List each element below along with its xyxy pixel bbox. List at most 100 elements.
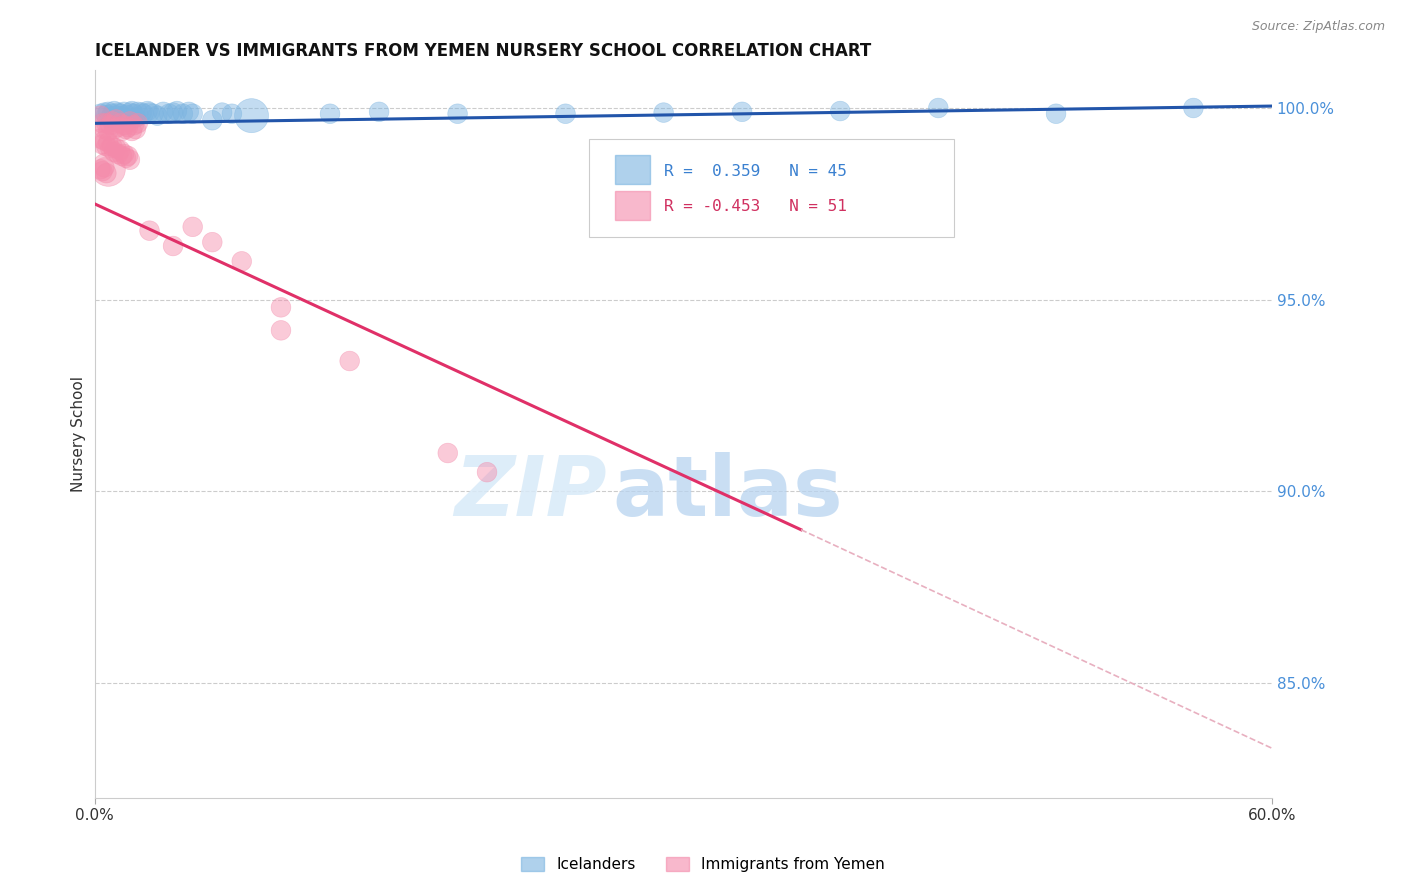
Point [105, 112, 128, 127]
Point [121, 124, 143, 138]
Point [98, 118, 121, 132]
Point [103, 122, 125, 136]
Point [112, 147, 135, 161]
Point [97, 124, 120, 138]
Point [93, 161, 115, 175]
Point [125, 122, 148, 136]
Point [181, 107, 204, 121]
Point [221, 107, 243, 121]
Point [89, 107, 111, 121]
Point [91, 164, 114, 178]
Point [319, 107, 342, 121]
Point [96, 116, 118, 130]
Y-axis label: Nursery School: Nursery School [72, 376, 86, 491]
Point [127, 116, 149, 130]
Point [98, 111, 121, 125]
Point [117, 149, 139, 163]
Point [105, 141, 128, 155]
Point [97, 136, 120, 150]
Point [554, 107, 576, 121]
Point [112, 118, 135, 132]
Point [157, 107, 180, 121]
Point [231, 254, 253, 268]
Point [152, 104, 174, 119]
FancyBboxPatch shape [614, 154, 650, 184]
Point [177, 104, 200, 119]
Point [108, 116, 131, 130]
Point [115, 122, 138, 136]
Point [111, 149, 134, 163]
FancyBboxPatch shape [614, 191, 650, 219]
Point [122, 118, 145, 132]
Point [117, 120, 139, 135]
Point [96, 108, 118, 122]
Point [97, 104, 120, 119]
Text: R =  0.359   N = 45: R = 0.359 N = 45 [665, 164, 848, 178]
Point [436, 446, 458, 460]
Point [105, 109, 128, 123]
Point [368, 104, 391, 119]
Point [146, 109, 169, 123]
Point [138, 224, 160, 238]
Point [127, 104, 149, 119]
Point [162, 105, 184, 120]
Point [91, 137, 114, 152]
Point [112, 104, 135, 119]
Point [107, 120, 129, 135]
Point [339, 354, 361, 368]
Point [240, 109, 263, 123]
Point [211, 105, 233, 120]
Text: R = -0.453   N = 51: R = -0.453 N = 51 [665, 199, 848, 214]
Point [115, 108, 138, 122]
Legend: Icelanders, Immigrants from Yemen: Icelanders, Immigrants from Yemen [513, 849, 893, 880]
Point [89, 162, 111, 177]
Point [270, 301, 292, 315]
Point [93, 122, 115, 136]
Point [162, 239, 184, 253]
Point [96, 139, 118, 153]
Text: Source: ZipAtlas.com: Source: ZipAtlas.com [1251, 20, 1385, 33]
FancyBboxPatch shape [589, 139, 955, 237]
Point [98, 141, 121, 155]
Point [93, 105, 115, 120]
Point [89, 109, 111, 123]
Point [118, 105, 141, 120]
Point [181, 219, 204, 234]
Point [107, 105, 129, 120]
Point [927, 101, 949, 115]
Point [118, 114, 141, 128]
Text: ZIP: ZIP [454, 451, 607, 533]
Point [101, 139, 124, 153]
Point [1182, 101, 1205, 115]
Point [1045, 107, 1067, 121]
Point [201, 235, 224, 249]
Point [93, 134, 115, 148]
Text: atlas: atlas [613, 451, 844, 533]
Point [131, 105, 153, 120]
Point [103, 103, 125, 118]
Point [172, 107, 194, 121]
Point [107, 147, 129, 161]
Point [111, 110, 134, 124]
Point [121, 103, 143, 118]
Text: ICELANDER VS IMMIGRANTS FROM YEMEN NURSERY SCHOOL CORRELATION CHART: ICELANDER VS IMMIGRANTS FROM YEMEN NURSE… [94, 42, 870, 60]
Point [475, 465, 498, 479]
Point [118, 153, 141, 167]
Point [652, 105, 675, 120]
Point [101, 107, 124, 121]
Point [111, 124, 134, 138]
Point [138, 105, 160, 120]
Point [166, 103, 188, 118]
Point [122, 107, 145, 121]
Point [125, 111, 148, 125]
Point [101, 114, 124, 128]
Point [142, 107, 165, 121]
Point [446, 107, 468, 121]
Point [89, 131, 111, 145]
Point [108, 107, 131, 121]
Point [201, 113, 224, 128]
Point [731, 104, 754, 119]
Point [103, 145, 125, 159]
Point [270, 323, 292, 337]
Point [132, 107, 155, 121]
